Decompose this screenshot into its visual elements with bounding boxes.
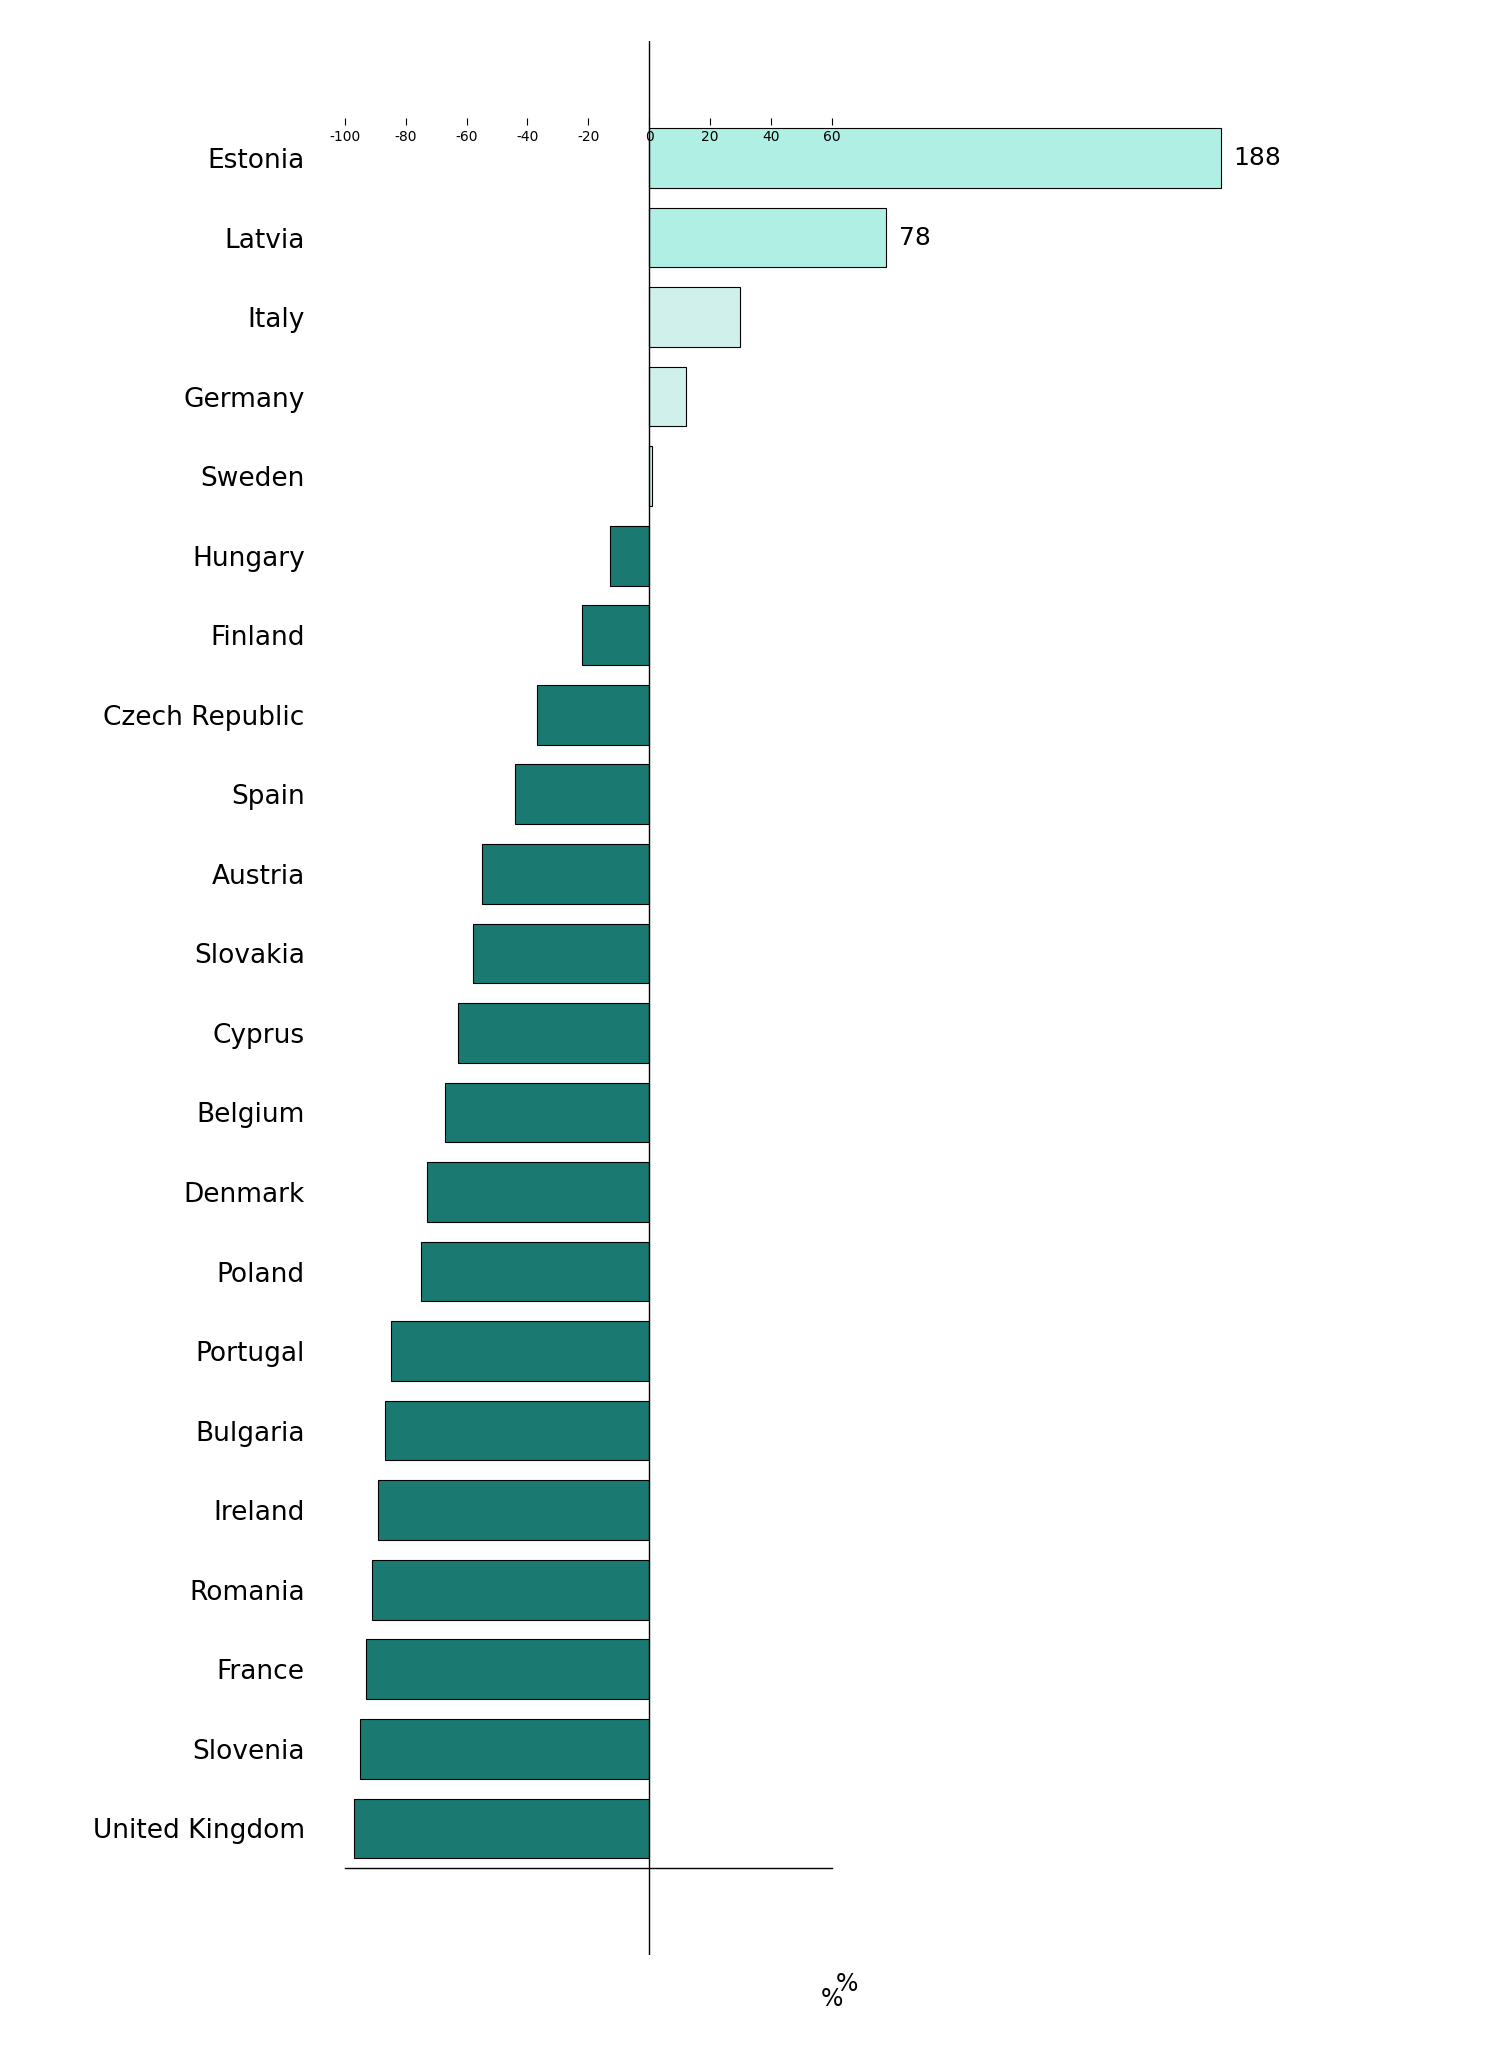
Bar: [649, 366, 686, 426]
Bar: [427, 1163, 649, 1222]
Bar: [536, 685, 649, 745]
Bar: [360, 1718, 649, 1778]
Bar: [515, 764, 649, 823]
Text: 188: 188: [1233, 146, 1281, 171]
Bar: [354, 1799, 649, 1858]
Bar: [482, 844, 649, 903]
Bar: [379, 1480, 649, 1539]
Bar: [649, 288, 740, 348]
Text: 78: 78: [899, 226, 930, 249]
Bar: [649, 208, 887, 268]
Bar: [457, 1002, 649, 1062]
Bar: [583, 605, 649, 665]
Bar: [473, 924, 649, 984]
Bar: [367, 1640, 649, 1700]
Bar: [445, 1083, 649, 1142]
Text: %: %: [821, 1988, 843, 2011]
Bar: [385, 1401, 649, 1461]
Bar: [610, 527, 649, 587]
Bar: [649, 128, 1221, 187]
Bar: [373, 1560, 649, 1620]
Bar: [649, 447, 652, 506]
Text: %: %: [836, 1972, 858, 1996]
Bar: [421, 1241, 649, 1301]
Bar: [391, 1321, 649, 1381]
